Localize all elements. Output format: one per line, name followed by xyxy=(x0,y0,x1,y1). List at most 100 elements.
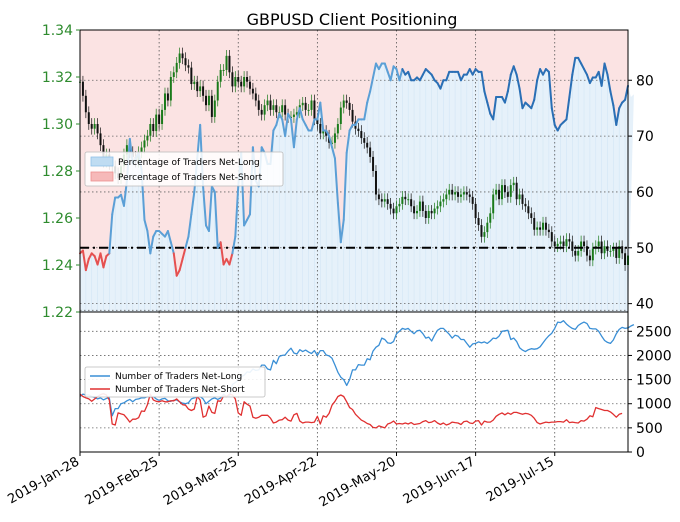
price-candle xyxy=(509,185,512,197)
percent-net-long-segment xyxy=(603,62,609,76)
price-candle xyxy=(398,203,401,207)
price-candle xyxy=(307,109,310,111)
price-candle xyxy=(489,213,492,223)
price-candle xyxy=(468,194,471,197)
percent-net-long-segment xyxy=(542,68,547,76)
percent-net-long-segment xyxy=(102,255,108,269)
price-candle xyxy=(471,196,474,204)
price-candle xyxy=(462,192,465,195)
percent-net-long-segment xyxy=(354,118,360,126)
price-candle xyxy=(363,138,366,143)
price-candle xyxy=(515,182,518,200)
percent-net-long-segment xyxy=(459,73,465,82)
price-candle xyxy=(313,100,316,120)
percent-net-long-segment xyxy=(439,79,445,90)
percent-net-long-segment xyxy=(547,70,553,110)
percent-net-long-segment xyxy=(407,70,413,82)
x-axis-tick-label: 2019-Jan-28 xyxy=(5,454,82,507)
percent-net-long-segment xyxy=(172,252,178,277)
percent-net-long-segment xyxy=(81,249,87,272)
price-candle xyxy=(544,222,547,230)
percent-net-long-segment xyxy=(292,118,298,149)
count-axis-tick-label: 1000 xyxy=(636,397,672,413)
percent-net-long-segment xyxy=(301,118,307,126)
percent-net-long-segment xyxy=(87,252,93,260)
percent-net-long-segment xyxy=(506,73,512,93)
price-candle xyxy=(542,222,545,230)
price-candle xyxy=(442,199,445,202)
price-candle xyxy=(202,86,205,96)
price-candle xyxy=(243,77,246,87)
price-candle xyxy=(521,194,524,204)
price-candle xyxy=(556,243,559,247)
price-candle xyxy=(199,86,202,92)
price-candle xyxy=(410,199,413,207)
percent-net-long-segment xyxy=(152,230,158,238)
price-candle xyxy=(401,196,404,204)
percent-net-long-segment xyxy=(536,68,542,82)
percent-net-long-segment xyxy=(325,129,331,138)
price-candle xyxy=(275,105,278,113)
percent-net-long-segment xyxy=(181,246,187,260)
price-candle xyxy=(580,241,583,251)
percent-net-long-segment xyxy=(363,101,369,121)
price-candle xyxy=(539,227,542,230)
percent-net-long-segment xyxy=(202,185,208,227)
percent-net-long-segment xyxy=(143,218,149,233)
price-candle xyxy=(175,62,178,73)
price-candle xyxy=(269,100,272,110)
price-candle xyxy=(90,124,93,129)
left-axis-tick-label: 1.32 xyxy=(42,70,73,86)
price-candle xyxy=(492,194,495,214)
price-candle xyxy=(536,227,539,230)
price-candle xyxy=(395,206,398,214)
right-axis-tick-label: 60 xyxy=(636,185,654,201)
percent-net-long-segment xyxy=(401,68,407,76)
percent-net-long-segment xyxy=(146,230,152,255)
price-candle xyxy=(407,199,410,201)
price-candle xyxy=(272,105,275,110)
price-candle xyxy=(615,248,618,258)
price-candle xyxy=(301,102,304,106)
percent-net-long-segment xyxy=(377,62,383,71)
price-candle xyxy=(588,255,591,261)
x-axis-tick-label: 2019-Jun-17 xyxy=(401,454,478,507)
price-candle xyxy=(181,53,184,59)
price-candle xyxy=(149,124,152,136)
left-axis-tick-label: 1.30 xyxy=(42,117,73,133)
percent-net-long-segment xyxy=(342,151,348,221)
price-candle xyxy=(166,93,169,101)
price-candle xyxy=(413,206,416,214)
right-axis-tick-label: 80 xyxy=(636,73,654,89)
price-candle xyxy=(87,112,90,124)
price-candle xyxy=(187,65,190,68)
percent-net-long-segment xyxy=(272,123,278,132)
count-axis-tick-label: 2500 xyxy=(636,324,672,340)
percent-net-long-segment xyxy=(588,76,594,85)
legend-label: Number of Traders Net-Long xyxy=(115,372,242,382)
price-candle xyxy=(380,199,383,202)
price-candle xyxy=(213,100,216,117)
percent-net-long-segment xyxy=(99,252,105,269)
price-candle xyxy=(436,206,439,209)
price-candle xyxy=(465,192,468,195)
price-candle xyxy=(161,109,164,124)
percent-net-long-segment xyxy=(503,90,509,104)
price-candle xyxy=(237,77,240,82)
percent-net-long-segment xyxy=(480,70,486,93)
percent-net-long-segment xyxy=(612,104,618,126)
percent-net-long-segment xyxy=(550,107,556,126)
price-candle xyxy=(562,241,565,247)
percent-net-long-segment xyxy=(398,68,404,82)
percent-net-long-segment xyxy=(492,96,498,121)
price-candle xyxy=(416,210,419,214)
percent-net-long-segment xyxy=(187,213,193,238)
legend-swatch xyxy=(90,171,114,182)
price-candle xyxy=(339,107,342,124)
price-candle xyxy=(266,100,269,106)
percent-net-long-segment xyxy=(336,202,342,244)
price-candle xyxy=(427,210,430,218)
price-candle xyxy=(178,53,181,63)
percent-net-long-segment xyxy=(421,68,427,76)
price-candle xyxy=(292,114,295,117)
